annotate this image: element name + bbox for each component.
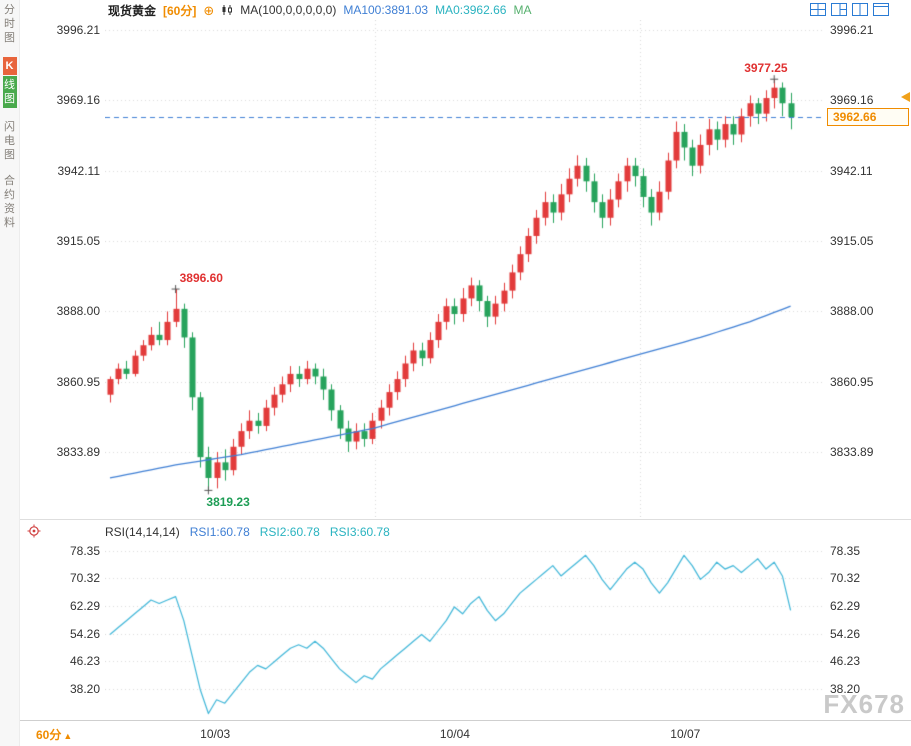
rsi-canvas[interactable] [105, 545, 825, 717]
rsi-axis-label: 70.32 [830, 571, 861, 586]
y-axis-label: 3942.11 [57, 163, 101, 178]
rsi-axis-label: 46.23 [69, 654, 100, 669]
sidebar-tab-kline[interactable]: K 线图 [2, 57, 17, 108]
rsi-axis-label: 54.26 [830, 626, 861, 641]
y-axis-label: 3888.00 [56, 304, 100, 319]
current-price-tag: 3962.66 [827, 108, 909, 127]
price-annotation: 3896.60 [179, 271, 223, 286]
sidebar-tab-timeshare-label: 分时图 [4, 4, 15, 44]
layout-right-split-icon[interactable] [831, 3, 847, 16]
x-axis-label: 10/04 [439, 727, 470, 741]
chevron-up-icon: ▲ [63, 731, 73, 741]
period-selector[interactable]: 60分 ▲ [36, 726, 72, 743]
y-axis-label: 3833.89 [56, 445, 100, 460]
sidebar-tab-contract[interactable]: 合约资料 [3, 174, 17, 230]
rsi-axis-label: 62.29 [830, 598, 861, 613]
rsi-axis-label: 70.32 [69, 571, 100, 586]
period-selector-label: 60分 [36, 728, 62, 742]
x-axis-divider [20, 720, 911, 721]
sidebar: 分时图 K 线图 闪电图 合约资料 [0, 0, 20, 746]
candlestick-chart-area[interactable] [105, 20, 825, 517]
y-axis-label: 3860.95 [830, 374, 874, 389]
sidebar-tab-timeshare[interactable]: 分时图 [3, 3, 17, 45]
layout-toolbar [810, 3, 889, 16]
sidebar-tab-lightning[interactable]: 闪电图 [3, 120, 17, 162]
kline-k-badge: K [2, 57, 17, 75]
rsi3-value: RSI3:60.78 [329, 525, 390, 539]
y-axis-label: 3833.89 [830, 445, 874, 460]
rsi-axis-label: 62.29 [69, 598, 100, 613]
rsi-formula: RSI(14,14,14) [105, 525, 180, 539]
panel-divider [20, 519, 911, 520]
period-label: [60分] [163, 3, 197, 18]
price-annotation: 3977.25 [744, 61, 788, 76]
add-indicator-icon[interactable]: ⊕ [203, 2, 215, 18]
chart-header: 现货黄金 [60分] ⊕ MA(100,0,0,0,0,0) MA100:389… [20, 0, 911, 20]
ma-formula: MA(100,0,0,0,0,0) [240, 3, 337, 17]
y-axis-label: 3996.21 [830, 22, 874, 37]
ma0-value: MA0:3962.66 [435, 3, 507, 17]
y-axis-label: 3888.00 [830, 304, 874, 319]
layout-two-column-icon[interactable] [852, 3, 868, 16]
kline-rest-badge: 线图 [2, 76, 17, 108]
rsi1-value: RSI1:60.78 [189, 525, 250, 539]
x-axis-label: 10/03 [200, 727, 231, 741]
rsi-axis-label: 46.23 [830, 654, 861, 669]
rsi-axis-label: 38.20 [830, 681, 861, 696]
candlestick-canvas[interactable] [105, 20, 825, 517]
layout-quad-icon[interactable] [810, 3, 826, 16]
y-axis-label: 3969.16 [830, 93, 874, 108]
rsi-axis-label: 38.20 [69, 681, 100, 696]
x-axis-label: 10/07 [670, 727, 701, 741]
layout-single-icon[interactable] [873, 3, 889, 16]
rsi-chart-area[interactable] [105, 545, 825, 717]
watermark: FX678 [823, 689, 905, 719]
sidebar-tab-contract-label: 合约资料 [4, 175, 15, 229]
sidebar-tab-lightning-label: 闪电图 [4, 121, 15, 161]
rsi-axis-label: 78.35 [69, 543, 100, 558]
rsi-header: RSI(14,14,14) RSI1:60.78 RSI2:60.78 RSI3… [105, 523, 390, 541]
ma100-value: MA100:3891.03 [343, 3, 429, 17]
rsi2-value: RSI2:60.78 [259, 525, 320, 539]
y-axis-label: 3915.05 [56, 234, 100, 249]
y-axis-label: 3996.21 [56, 22, 100, 37]
y-axis-label: 3915.05 [830, 234, 874, 249]
rsi-axis-label: 54.26 [69, 626, 100, 641]
y-axis-label: 3860.95 [56, 374, 100, 389]
y-axis-label: 3942.11 [830, 163, 873, 178]
chart-type-icon[interactable] [221, 4, 233, 16]
indicator-target-icon[interactable] [27, 524, 41, 538]
price-annotation: 3819.23 [206, 495, 250, 510]
y-axis-label: 3969.16 [56, 93, 100, 108]
ma-extra-label: MA [513, 3, 532, 17]
latest-price-marker[interactable] [901, 92, 910, 102]
rsi-axis-label: 78.35 [830, 543, 861, 558]
symbol-title: 现货黄金 [108, 3, 157, 18]
